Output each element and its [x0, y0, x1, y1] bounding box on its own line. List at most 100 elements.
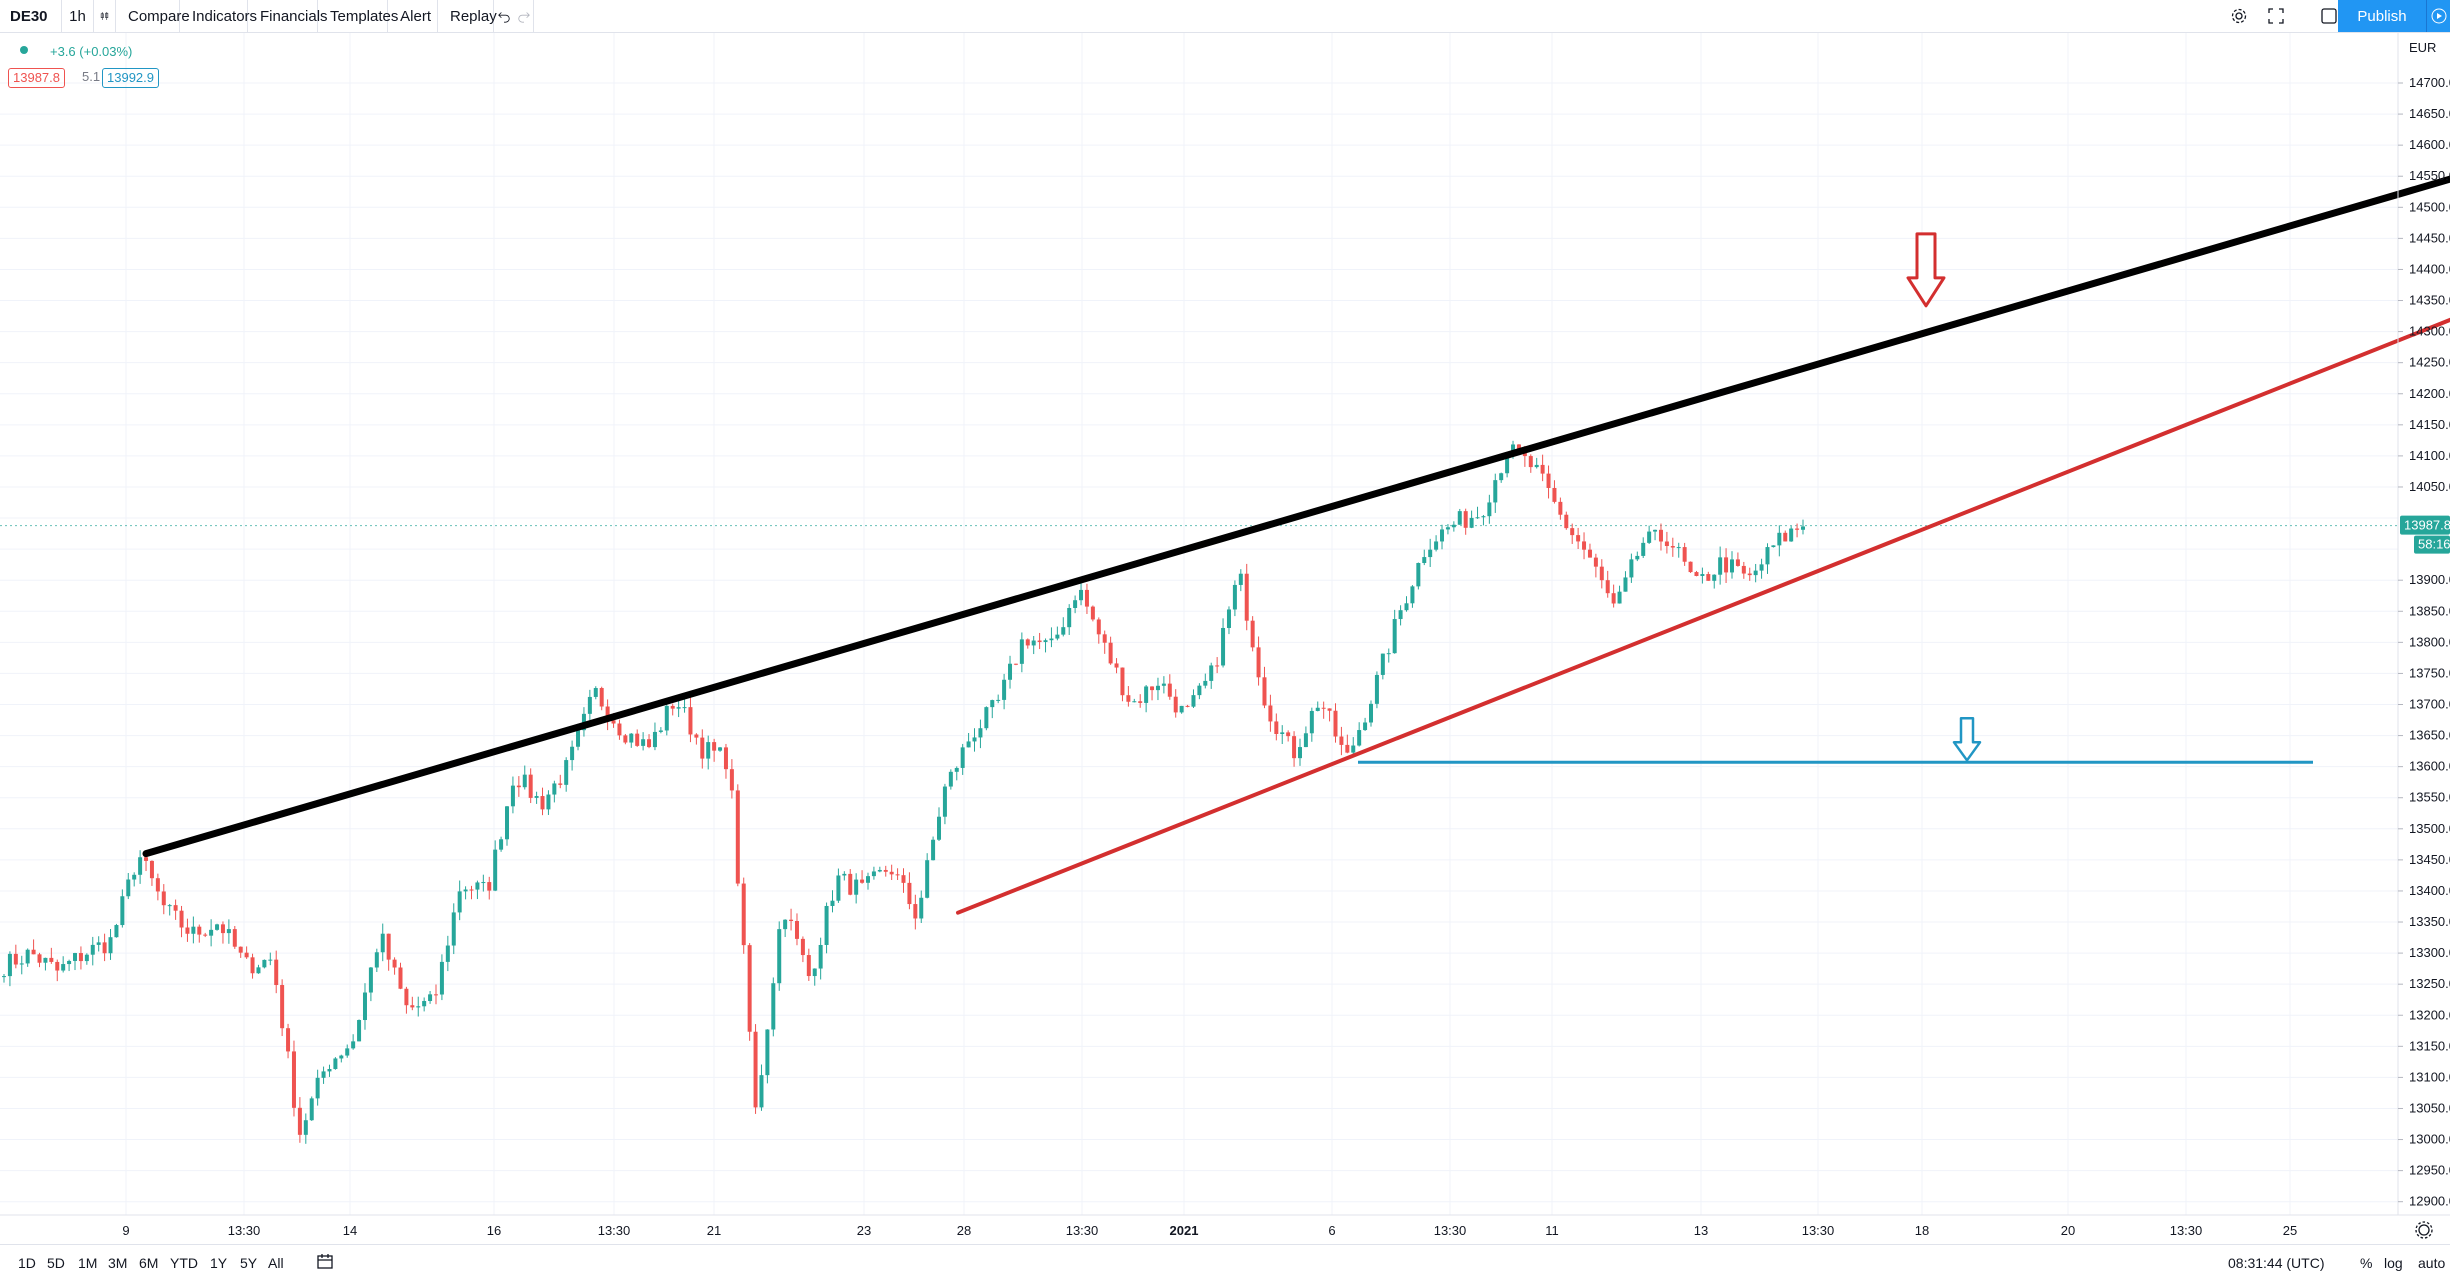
axis-settings-icon[interactable] — [2415, 1221, 2433, 1239]
price-chart[interactable]: 14700.0 14650.0 14600.0 14550.0 14500.0 14450… — [0, 33, 2450, 1244]
candle-body — [1167, 683, 1172, 697]
publish-button[interactable]: Publish — [2338, 0, 2426, 32]
candle-body — [1280, 732, 1285, 735]
status-dot — [20, 46, 28, 54]
settings-button[interactable] — [2225, 0, 2253, 32]
down-arrow-blue-icon[interactable] — [1952, 717, 1982, 762]
play-button[interactable] — [2426, 0, 2450, 32]
compare-button[interactable]: Compare — [116, 0, 190, 32]
down-arrow-red-icon[interactable] — [1906, 232, 1946, 308]
range-6m[interactable]: 6M — [139, 1255, 159, 1271]
undo-icon — [498, 12, 510, 23]
log-toggle[interactable]: log — [2384, 1255, 2403, 1271]
candle-body — [1718, 557, 1723, 575]
candle-body — [1505, 456, 1510, 474]
candle-body — [487, 882, 492, 891]
utc-clock[interactable]: 08:31:44 (UTC) — [2228, 1255, 2325, 1271]
candle-body — [1540, 464, 1545, 474]
candle-body — [1753, 570, 1758, 576]
percent-toggle[interactable]: % — [2360, 1255, 2373, 1271]
financials-button[interactable]: Financials — [248, 0, 328, 32]
candle-body — [1226, 609, 1231, 628]
candle-body — [836, 875, 841, 901]
range-all[interactable]: All — [268, 1255, 284, 1271]
candle-body — [860, 879, 865, 883]
candle-body — [315, 1077, 320, 1099]
candle-body — [1268, 705, 1273, 722]
chart-style-button[interactable] — [94, 0, 116, 32]
time-tick-label: 2021 — [1170, 1223, 1199, 1238]
candle-body — [155, 878, 160, 892]
candle-body — [1120, 667, 1125, 696]
candle-body — [706, 742, 711, 759]
candle-body — [226, 929, 231, 934]
range-ytd[interactable]: YTD — [170, 1255, 198, 1271]
candle-body — [972, 737, 977, 742]
candle-body — [138, 857, 143, 875]
alert-button[interactable]: Alert — [388, 0, 438, 32]
ask-price-box[interactable]: 13992.9 — [102, 68, 159, 88]
candle-body — [309, 1098, 314, 1121]
candle-body — [232, 929, 237, 947]
interval-button[interactable]: 1h — [62, 0, 94, 32]
candle-body — [1658, 529, 1663, 542]
candle-body — [1244, 573, 1249, 621]
candle-body — [688, 707, 693, 735]
snapshot-button[interactable] — [2300, 0, 2328, 32]
range-5y[interactable]: 5Y — [240, 1255, 258, 1271]
price-tick-label: 14250.0 — [2409, 355, 2450, 370]
support-trendline[interactable] — [956, 317, 2450, 915]
range-3m[interactable]: 3M — [108, 1255, 128, 1271]
auto-toggle[interactable]: auto — [2418, 1255, 2446, 1271]
range-5d[interactable]: 5D — [47, 1255, 65, 1271]
financials-label: Financials — [260, 7, 328, 25]
candle-body — [919, 897, 924, 919]
redo-button[interactable] — [514, 0, 534, 32]
candle-body — [1487, 502, 1492, 517]
indicators-button[interactable]: Indicators — [180, 0, 257, 32]
candle-body — [445, 945, 450, 962]
candle-body — [1155, 685, 1160, 691]
candle-body — [102, 942, 107, 954]
candle-body — [31, 949, 36, 955]
candle-body — [883, 869, 888, 872]
candle-body — [1321, 707, 1326, 709]
range-1y[interactable]: 1Y — [210, 1255, 228, 1271]
time-tick-label: 6 — [1328, 1223, 1335, 1238]
candle-body — [522, 774, 527, 788]
candle-body — [1315, 707, 1320, 711]
symbol-search[interactable]: DE30 — [0, 0, 62, 32]
candle-body — [398, 967, 403, 989]
price-tick-label: 13100.0 — [2409, 1069, 2450, 1084]
candle-body — [37, 954, 42, 963]
candle-body — [806, 955, 811, 977]
range-1d[interactable]: 1D — [18, 1255, 36, 1271]
time-tick-label: 23 — [857, 1223, 871, 1238]
go-to-date-button[interactable] — [316, 1253, 334, 1274]
candle-body — [2, 976, 6, 978]
replay-button[interactable]: Replay — [438, 0, 497, 32]
time-tick-label: 9 — [122, 1223, 129, 1238]
bid-price-box[interactable]: 13987.8 — [8, 68, 65, 88]
candle-body — [1641, 542, 1646, 556]
templates-button[interactable]: Templates — [318, 0, 398, 32]
fullscreen-button[interactable] — [2262, 0, 2290, 32]
candle-body — [925, 860, 930, 898]
resistance-trendline[interactable] — [142, 175, 2450, 858]
alert-label: Alert — [400, 7, 431, 25]
candle-body — [1682, 547, 1687, 562]
candle-body — [185, 927, 190, 934]
candle-body — [179, 910, 184, 928]
layout-button[interactable] — [2315, 0, 2343, 32]
candle-body — [1067, 607, 1072, 628]
candle-body — [1700, 574, 1705, 576]
candle-body — [759, 1075, 764, 1108]
candle-body — [510, 785, 515, 807]
replay-label: Replay — [450, 7, 497, 25]
candle-body — [1209, 665, 1214, 681]
candle-body — [889, 871, 894, 875]
undo-button[interactable] — [494, 0, 514, 32]
price-tick-label: 13350.0 — [2409, 914, 2450, 929]
range-1m[interactable]: 1M — [78, 1255, 98, 1271]
redo-icon — [517, 12, 530, 23]
